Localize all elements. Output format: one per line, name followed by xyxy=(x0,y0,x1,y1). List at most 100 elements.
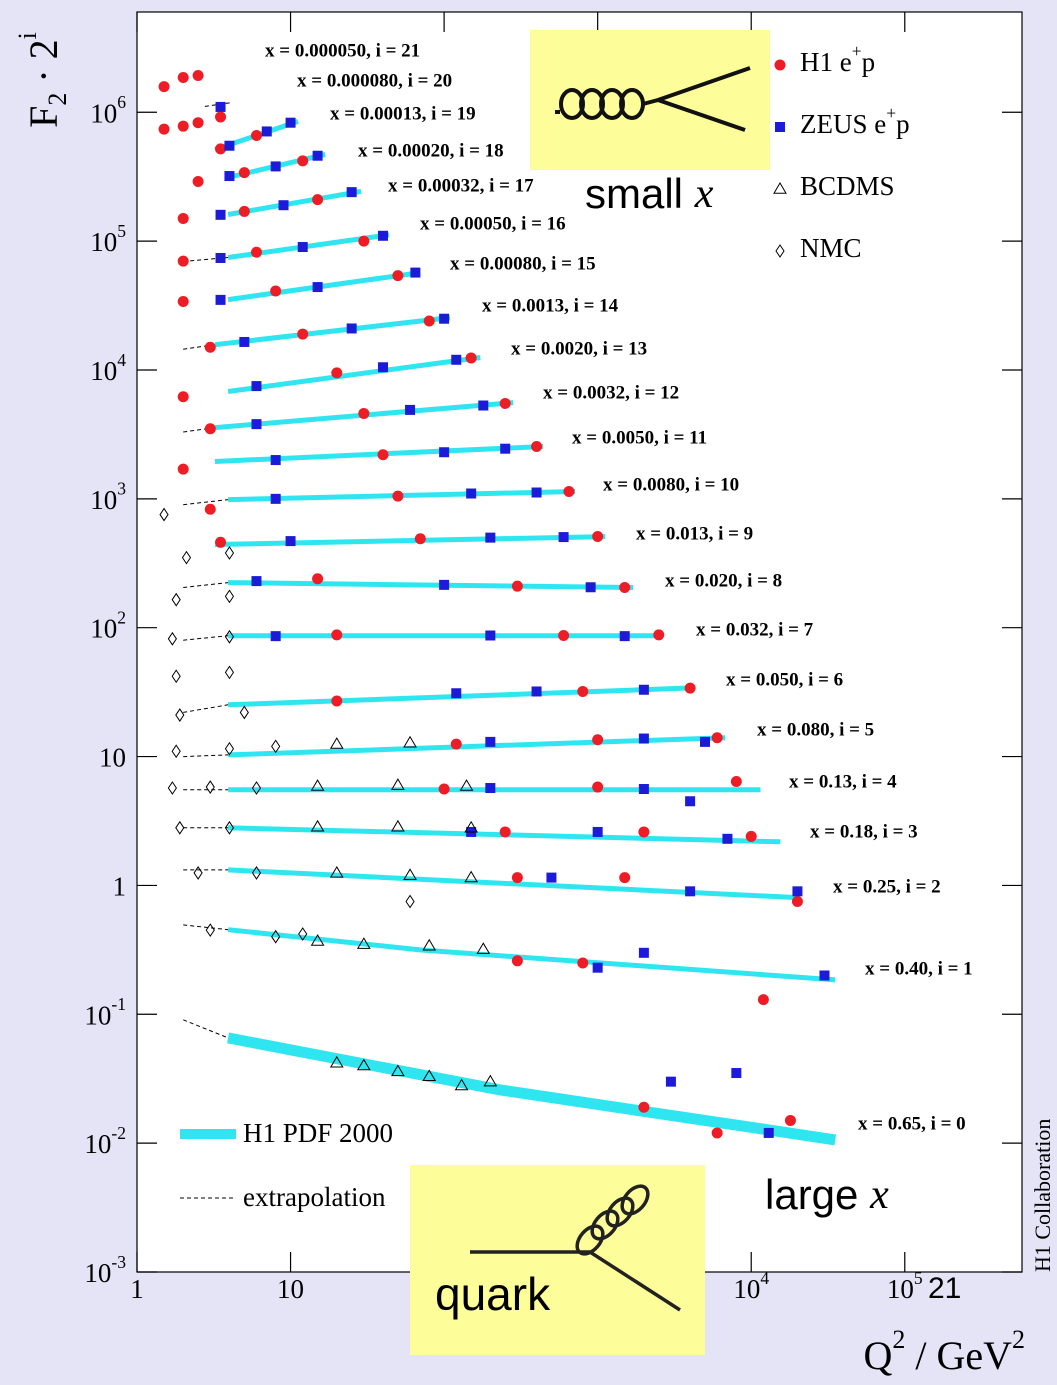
x-tick-label: 1 xyxy=(130,1274,144,1304)
h1-point xyxy=(499,826,511,838)
h1-point xyxy=(392,270,404,282)
h1-point xyxy=(511,580,523,592)
extrapolation-line xyxy=(183,704,229,713)
annotations: H1 e+p ZEUS e+p BCDMS NMC H1 PDF 2000 extrapo… xyxy=(13,32,1055,1378)
h1-point xyxy=(653,629,665,641)
extrapolation-line xyxy=(183,499,229,506)
nmc-point xyxy=(251,781,262,795)
h1-point xyxy=(558,629,570,641)
zeus-point xyxy=(346,187,357,198)
zeus-point xyxy=(466,488,477,499)
nmc-point xyxy=(239,705,249,720)
y-axis-title: F2 · 2i xyxy=(13,32,72,128)
bcdms-point xyxy=(391,1064,405,1077)
labels: 10-310-210-11101021031041051061101021031… xyxy=(84,40,972,1304)
bin-label: x = 0.65, i = 0 xyxy=(858,1113,966,1134)
bcdms-point xyxy=(476,942,491,954)
nmc-point xyxy=(171,744,181,759)
h1-point xyxy=(531,440,543,452)
extrapolation-line xyxy=(183,754,229,758)
h1-point xyxy=(511,955,523,967)
zeus-point xyxy=(722,833,733,844)
zeus-point xyxy=(270,493,281,504)
fit-curve xyxy=(227,867,801,901)
bin-label: x = 0.050, i = 6 xyxy=(726,669,843,690)
bcdms-point xyxy=(329,737,344,749)
quark-gluon xyxy=(470,1184,681,1312)
y-tick-label: 10-2 xyxy=(84,1123,126,1159)
h1-point xyxy=(331,695,343,707)
zeus-point xyxy=(270,455,281,466)
zeus-point xyxy=(285,536,296,547)
bin-label: x = 0.0080, i = 10 xyxy=(603,474,739,495)
bcdms-point xyxy=(422,938,437,951)
h1-point xyxy=(215,143,227,155)
h1-point xyxy=(250,246,262,258)
bcdms-point xyxy=(454,1078,469,1091)
h1-point xyxy=(312,573,324,585)
fit-curve xyxy=(214,315,451,348)
zeus-point xyxy=(619,631,630,642)
nmc-point xyxy=(181,550,192,565)
large-x-diagram xyxy=(410,1165,705,1355)
bin-label: x = 0.00020, i = 18 xyxy=(358,140,504,161)
h1-point xyxy=(270,285,282,297)
h1-point xyxy=(238,205,250,217)
zeus-point xyxy=(819,970,830,981)
zeus-point xyxy=(585,582,596,593)
fit-curve xyxy=(227,927,836,983)
zeus-point xyxy=(297,242,308,253)
bin-label: x = 0.0032, i = 12 xyxy=(543,382,679,403)
extrapolation-line xyxy=(204,102,233,107)
y-tick-label: 102 xyxy=(90,608,126,644)
annotation: H1 Collaboration xyxy=(1030,1119,1055,1272)
zeus-point xyxy=(531,487,542,498)
nmc-point xyxy=(167,781,177,795)
y-tick-label: 104 xyxy=(90,350,126,386)
zeus-point xyxy=(251,419,262,430)
fit-curve xyxy=(228,580,634,590)
h1-point xyxy=(177,463,189,475)
small-x-diagram xyxy=(530,30,770,170)
x-tick-label: 10 xyxy=(277,1274,304,1304)
h1-point xyxy=(450,738,462,750)
zeus-point xyxy=(638,733,649,744)
zeus-point xyxy=(592,826,603,837)
annotation: large x xyxy=(765,1171,889,1218)
legend-marker xyxy=(773,182,787,194)
h1-point xyxy=(499,397,511,409)
h1-point xyxy=(423,315,435,327)
bcdms-point xyxy=(483,1074,498,1087)
diagram-box xyxy=(530,30,770,170)
bin-label: x = 0.00050, i = 16 xyxy=(420,213,566,234)
bcdms-point xyxy=(459,779,474,791)
zeus-point xyxy=(731,1068,742,1079)
plot-area xyxy=(136,11,1023,1273)
bin-label: x = 0.020, i = 8 xyxy=(665,570,782,591)
nmc-point xyxy=(298,927,308,941)
h1-point xyxy=(192,176,204,188)
h1-point xyxy=(358,235,370,247)
zeus-point xyxy=(685,796,696,807)
legend-marker xyxy=(775,122,785,132)
zeus-point xyxy=(531,686,542,697)
bcdms-point xyxy=(310,934,325,946)
h1-point xyxy=(577,957,589,969)
y-tick-label: 106 xyxy=(90,92,126,128)
h1-point xyxy=(358,407,370,419)
bin-label: x = 0.000050, i = 21 xyxy=(265,40,420,61)
bin-label: x = 0.032, i = 7 xyxy=(696,619,814,640)
bin-label: x = 0.0020, i = 13 xyxy=(511,338,647,359)
bcdms-point xyxy=(391,819,405,832)
gluon-coil xyxy=(555,66,751,132)
zeus-point xyxy=(346,323,357,334)
h1-point xyxy=(204,423,216,435)
zeus-point xyxy=(685,886,696,897)
fit-curve xyxy=(214,534,606,547)
nmc-point xyxy=(205,780,215,794)
nmc-point xyxy=(224,629,235,644)
nmc-point xyxy=(175,708,185,722)
zeus-point xyxy=(312,150,323,161)
zeus-point xyxy=(638,684,649,695)
